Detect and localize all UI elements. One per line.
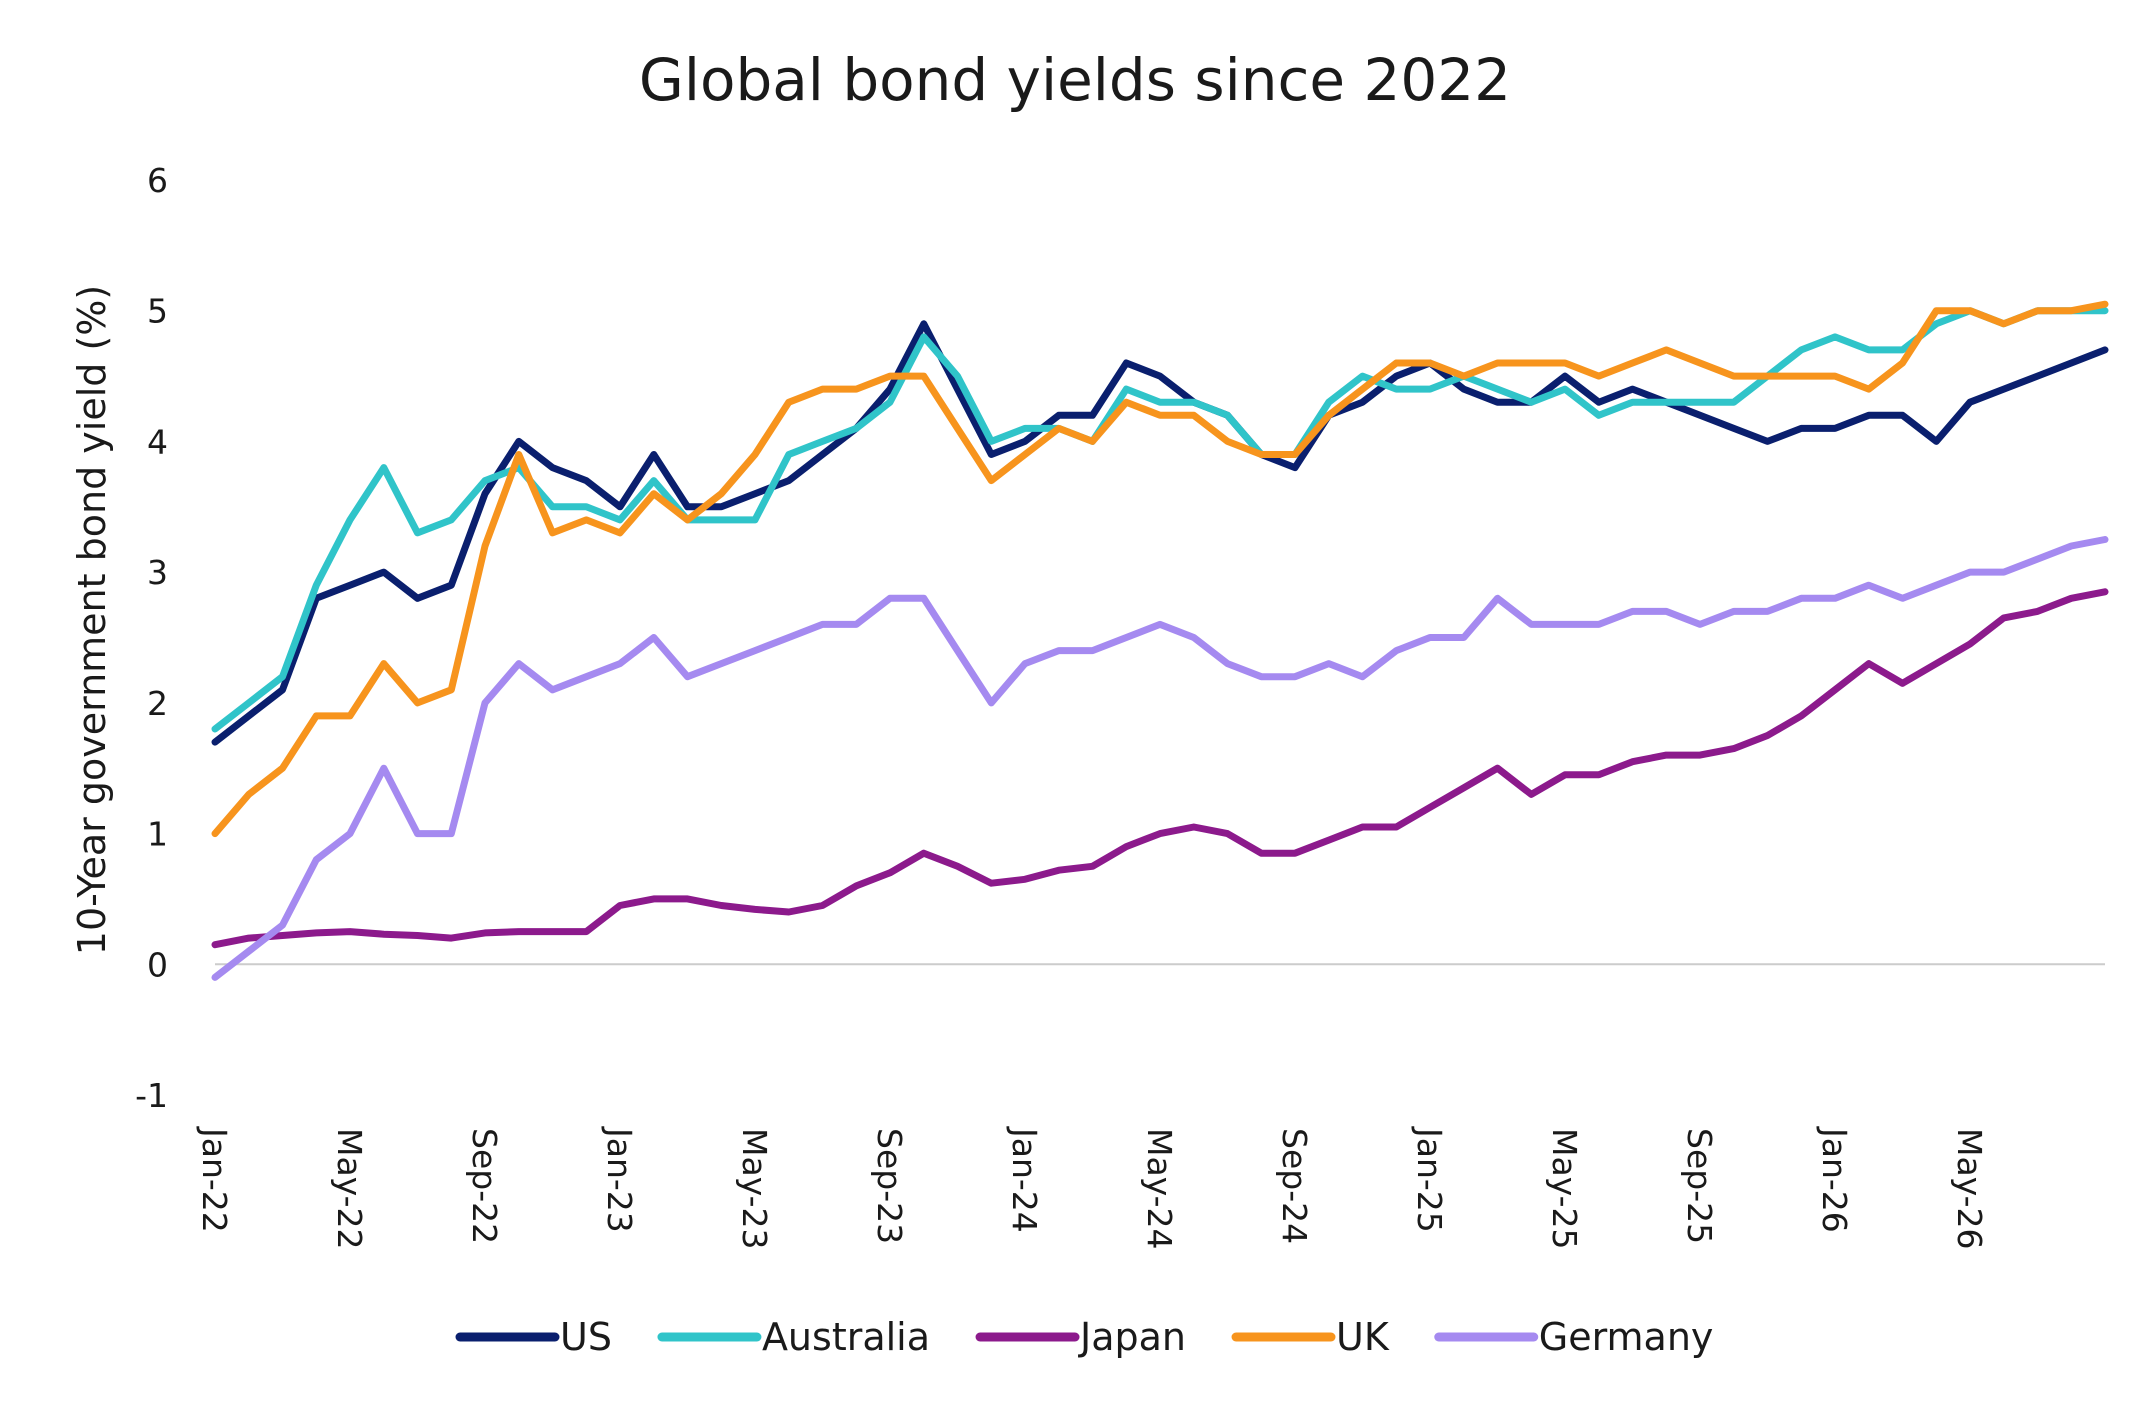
y-axis-ticks: 6 5 4 3 2 1 0 -1 (135, 161, 168, 1115)
x-tick-label: Sep-22 (465, 1128, 504, 1244)
x-tick-label: Jan-23 (600, 1126, 639, 1233)
legend: US Australia Japan UK Germany (455, 1315, 1714, 1359)
series-line-uk (211, 300, 2109, 838)
legend-label: Australia (762, 1315, 930, 1359)
y-tick-label: -1 (135, 1076, 168, 1115)
x-tick-label: May-25 (1545, 1128, 1584, 1250)
x-tick-label: Sep-25 (1680, 1128, 1719, 1244)
x-tick-label: Jan-26 (1815, 1126, 1854, 1233)
y-tick-label: 2 (147, 684, 168, 723)
y-axis-label: 10-Year government bond yield (%) (70, 285, 114, 955)
y-tick-label: 4 (147, 422, 168, 461)
y-tick-label: 1 (147, 815, 168, 854)
x-tick-label: May-24 (1140, 1128, 1179, 1250)
x-tick-label: Jan-24 (1005, 1126, 1044, 1233)
chart-title: Global bond yields since 2022 (639, 46, 1511, 114)
x-tick-label: Jan-25 (1410, 1126, 1449, 1233)
x-tick-label: Sep-24 (1275, 1128, 1314, 1244)
legend-label: US (560, 1315, 612, 1359)
x-axis-ticks: Jan-22 May-22 Sep-22 Jan-23 May-23 Sep-23 Jan-… (195, 1126, 1989, 1250)
series-lines (211, 300, 2109, 981)
x-tick-label: May-26 (1950, 1128, 1989, 1250)
y-tick-label: 5 (147, 292, 168, 331)
x-tick-label: May-22 (330, 1128, 369, 1250)
x-tick-label: Sep-23 (870, 1128, 909, 1244)
legend-label: Japan (1078, 1315, 1186, 1359)
legend-label: UK (1336, 1315, 1390, 1359)
legend-label: Germany (1539, 1315, 1714, 1359)
x-tick-label: Jan-22 (195, 1126, 234, 1233)
series-line-us (211, 320, 2109, 746)
x-tick-label: May-23 (735, 1128, 774, 1250)
series-line-germany (211, 536, 2109, 981)
series-line-japan (211, 588, 2109, 949)
y-tick-label: 6 (147, 161, 168, 200)
y-tick-label: 0 (147, 945, 168, 984)
y-tick-label: 3 (147, 553, 168, 592)
